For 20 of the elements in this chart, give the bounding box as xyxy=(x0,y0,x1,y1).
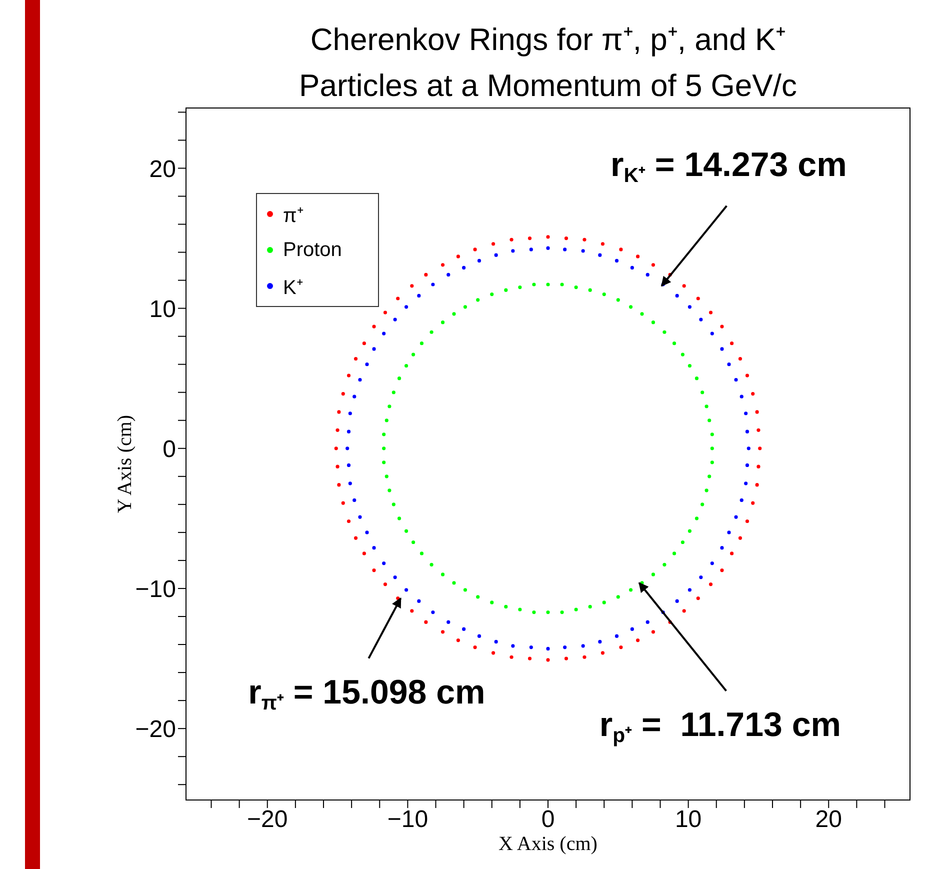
legend-label: Proton xyxy=(283,238,342,262)
x-tick-label: −10 xyxy=(387,806,428,834)
chart-title: Cherenkov Rings for π⁺, p⁺, and K⁺ xyxy=(310,22,786,57)
y-tick-label: −10 xyxy=(135,576,176,603)
x-tick-label: 0 xyxy=(541,806,555,834)
y-tick-label: −20 xyxy=(135,716,176,744)
y-tick-label: 20 xyxy=(149,156,176,183)
x-tick-label: −20 xyxy=(247,806,288,834)
chart-subtitle: Particles at a Momentum of 5 GeV/c xyxy=(299,68,797,103)
x-axis-title: X Axis (cm) xyxy=(498,833,598,855)
y-tick-label: 10 xyxy=(149,296,176,323)
legend-label: K⁺ xyxy=(283,276,304,300)
y-axis-title: Y Axis (cm) xyxy=(114,414,136,514)
annotation: r$_{π⁺}$ = 15.098 cm xyxy=(248,673,486,714)
legend-label: π⁺ xyxy=(283,204,304,228)
x-tick-label: 20 xyxy=(815,806,842,834)
y-tick-label: 0 xyxy=(162,436,176,463)
annotation: r$_{p⁺}$ = 11.713 cm xyxy=(599,706,842,747)
x-tick-label: 10 xyxy=(674,806,702,834)
annotation: r$_{K⁺}$ = 14.273 cm xyxy=(610,146,847,187)
